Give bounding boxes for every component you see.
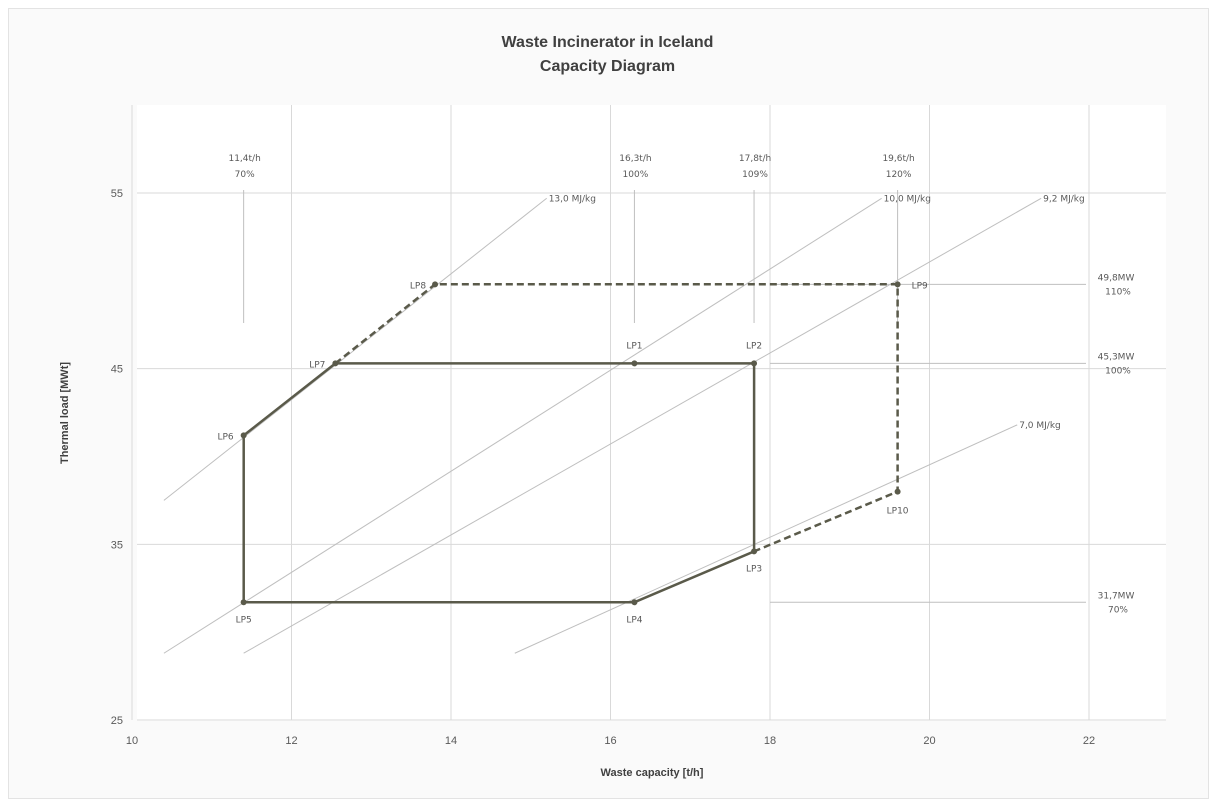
x-tick-label: 18 (764, 735, 776, 747)
y-tick-label: 55 (111, 188, 123, 200)
tick-labels: 10 12 14 16 18 20 22 25 35 45 55 (111, 188, 1095, 747)
point-label: LP4 (626, 615, 642, 625)
data-point (751, 360, 758, 367)
x-tick-label: 20 (923, 735, 935, 747)
x-tick-label: 12 (285, 735, 297, 747)
capacity-marker-percent: 109% (742, 170, 768, 180)
point-label: LP8 (410, 281, 426, 291)
data-point (894, 281, 901, 288)
point-label: LP6 (217, 432, 233, 442)
point-label: LP9 (912, 281, 928, 291)
x-tick-label: 14 (445, 735, 457, 747)
grid (131, 105, 1166, 721)
x-tick-label: 10 (126, 735, 138, 747)
data-point (332, 360, 339, 367)
y-tick-label: 35 (111, 539, 123, 551)
data-point (240, 432, 247, 439)
x-tick-label: 22 (1083, 735, 1095, 747)
heating-value-line (163, 197, 882, 654)
point-label: LP10 (887, 507, 909, 517)
y-tick-label: 45 (111, 364, 123, 376)
plot-area (137, 105, 1166, 721)
data-point (894, 488, 901, 495)
y-tick-label: 25 (111, 715, 123, 727)
capacity-marker-percent: 120% (886, 170, 912, 180)
heating-value-label: 7,0 MJ/kg (1019, 421, 1061, 431)
y-axis-title: Thermal load [MWt] (59, 362, 71, 464)
heating-value-line (163, 197, 548, 501)
capacity-marker-label: 16,3t/h (619, 154, 651, 164)
data-point (631, 360, 638, 367)
load-marker-percent: 70% (1108, 605, 1128, 615)
data-point (631, 599, 638, 606)
chart-subtitle: Capacity Diagram (539, 58, 676, 75)
capacity-marker-label: 19,6t/h (882, 154, 914, 164)
solid-operating-line (242, 362, 756, 604)
load-marker-percent: 100% (1105, 366, 1131, 376)
capacity-marker-percent: 100% (623, 170, 649, 180)
heating-value-line (243, 197, 1042, 654)
point-label: LP2 (746, 341, 762, 351)
data-point (751, 548, 758, 555)
point-label: LP7 (309, 360, 325, 370)
capacity-marker-percent: 70% (235, 170, 255, 180)
capacity-marker-label: 17,8t/h (739, 154, 771, 164)
load-marker-percent: 110% (1105, 287, 1131, 297)
heating-value-label: 10,0 MJ/kg (884, 194, 931, 204)
annotations: 13,0 MJ/kg 10,0 MJ/kg 9,2 MJ/kg 7,0 MJ/kg 11… (217, 154, 1134, 625)
point-label: LP5 (236, 615, 252, 625)
load-marker-label: 45,3MW (1098, 352, 1135, 362)
series-points (240, 281, 901, 606)
load-marker-label: 49,8MW (1098, 273, 1135, 283)
x-tick-label: 16 (604, 735, 616, 747)
x-axis-title: Waste capacity [t/h] (601, 767, 704, 779)
heating-value-line (514, 424, 1018, 654)
load-marker-label: 31,7MW (1098, 591, 1135, 601)
heating-value-label: 13,0 MJ/kg (549, 194, 596, 204)
point-label: LP3 (746, 564, 762, 574)
data-point (240, 599, 247, 606)
point-label: LP1 (626, 341, 642, 351)
capacity-marker-label: 11,4t/h (228, 154, 260, 164)
chart-title: Waste Incinerator in Iceland (501, 34, 714, 51)
guides (163, 190, 1086, 654)
data-point (432, 281, 439, 288)
heating-value-label: 9,2 MJ/kg (1043, 194, 1085, 204)
